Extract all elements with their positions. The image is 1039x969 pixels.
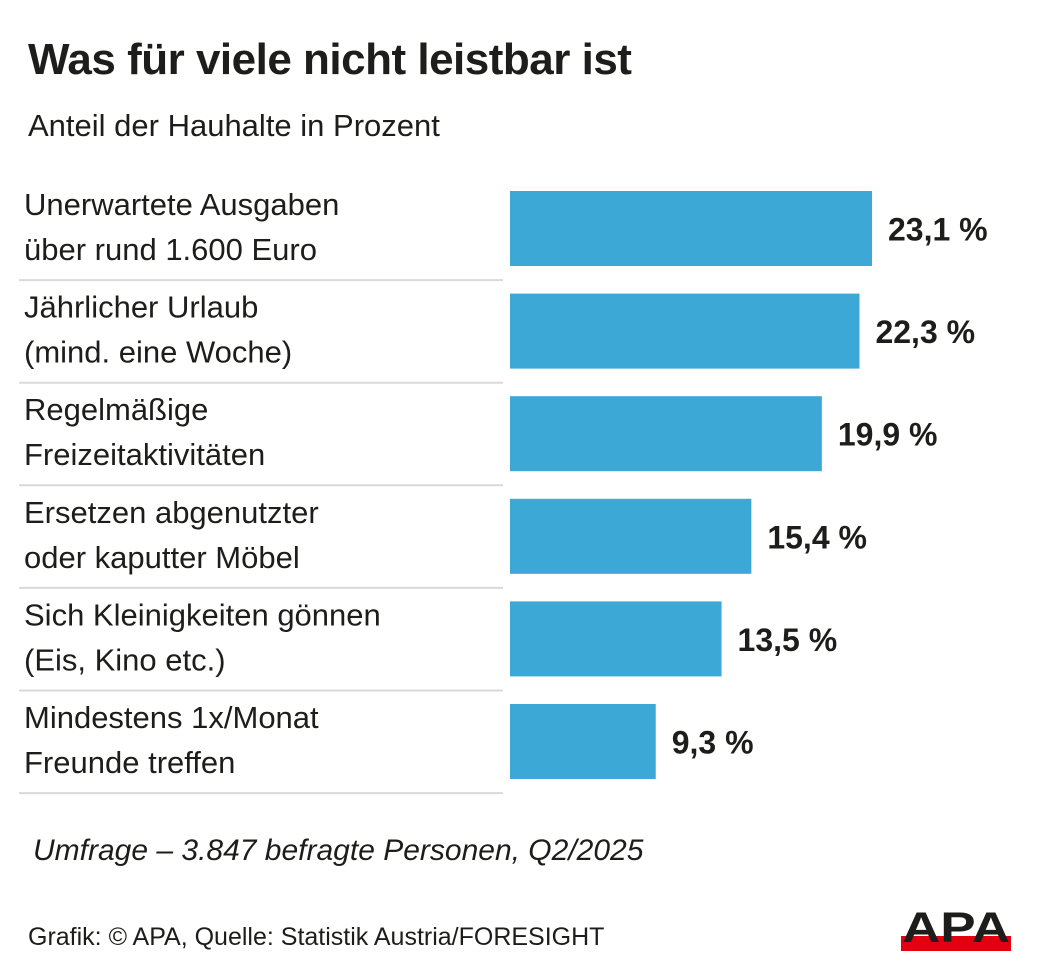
apa-logo-red-bar	[901, 936, 1011, 951]
value-label: 9,3 %	[672, 725, 754, 761]
value-label: 23,1 %	[888, 212, 988, 248]
category-label: Freizeitaktivitäten	[24, 437, 265, 472]
bar	[510, 191, 872, 266]
bar	[510, 293, 860, 369]
category-label: oder kaputter Möbel	[24, 540, 300, 575]
category-label: Sich Kleinigkeiten gönnen	[24, 597, 381, 632]
category-label: (mind. eine Woche)	[24, 335, 292, 370]
bar	[510, 601, 722, 677]
value-label: 19,9 %	[838, 417, 938, 453]
apa-logo-text: APA	[902, 906, 1010, 952]
source-credit: Grafik: © APA, Quelle: Statistik Austria…	[28, 923, 605, 951]
survey-note: Umfrage – 3.847 befragte Personen, Q2/20…	[33, 834, 644, 867]
category-label: Regelmäßige	[24, 392, 208, 427]
bar	[510, 498, 752, 574]
bar	[510, 396, 822, 472]
category-label: (Eis, Kino etc.)	[24, 642, 226, 677]
category-label: Ersetzen abgenutzter	[24, 495, 319, 530]
value-label: 13,5 %	[738, 622, 838, 658]
bar	[510, 704, 656, 779]
chart-subtitle: Anteil der Hauhalte in Prozent	[28, 108, 440, 143]
category-label: Freunde treffen	[24, 745, 235, 780]
apa-logo: APA	[901, 906, 1011, 952]
category-label: über rund 1.600 Euro	[24, 232, 317, 267]
chart-title: Was für viele nicht leistbar ist	[28, 35, 632, 84]
category-label: Mindestens 1x/Monat	[24, 700, 319, 735]
value-label: 15,4 %	[767, 519, 867, 555]
value-label: 22,3 %	[875, 314, 975, 350]
category-label: Unerwartete Ausgaben	[24, 187, 339, 222]
category-label: Jährlicher Urlaub	[24, 290, 258, 325]
